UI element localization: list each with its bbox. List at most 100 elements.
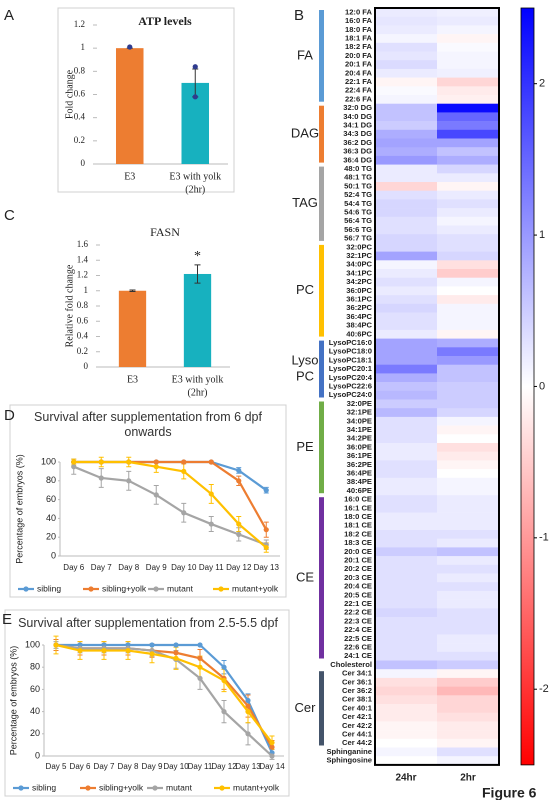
- data-point: [173, 655, 179, 661]
- heatmap-cell: [437, 669, 499, 679]
- heatmap-cell: [437, 16, 499, 26]
- heatmap-cell: [375, 651, 437, 661]
- heatmap-cell: [375, 416, 437, 426]
- row-label: LysoPC24:0: [329, 390, 372, 399]
- y-tick-label: 1.2: [77, 270, 88, 280]
- heatmap-cell: [437, 469, 499, 479]
- y-tick-label: 60: [30, 684, 40, 694]
- colorbar: [520, 7, 535, 766]
- row-label: 20:0 CE: [344, 547, 372, 556]
- chart-title-box: Survival after supplementation from 6 dp…: [34, 410, 262, 439]
- legend-label: mutant: [166, 782, 193, 792]
- row-label: Cer 40:1: [342, 703, 373, 712]
- group-bar: [319, 10, 324, 102]
- row-label: 40:6PC: [346, 329, 372, 338]
- x-tick-label: Day 11: [188, 762, 213, 771]
- heatmap-cell: [375, 704, 437, 713]
- heatmap-cell: [375, 286, 437, 296]
- heatmap-cell: [375, 95, 437, 104]
- row-label: Sphinganine: [326, 747, 372, 756]
- group-bar: [319, 497, 324, 659]
- heatmap-cell: [437, 695, 499, 705]
- legend-label: sibling+yolk: [102, 583, 147, 593]
- heatmap-cell: [375, 356, 437, 365]
- heatmap-cell: [375, 434, 437, 444]
- row-label: 36:0PE: [347, 442, 372, 451]
- heatmap-cell: [437, 86, 499, 96]
- row-label: 56:4 TG: [344, 216, 372, 225]
- y-tick-label: 100: [41, 456, 56, 466]
- legend-label: sibling: [37, 583, 61, 593]
- heatmap-cell: [375, 443, 437, 452]
- row-label: 56:7 TG: [344, 234, 372, 243]
- heatmap-cell: [437, 677, 499, 687]
- heatmap-cell: [375, 199, 437, 209]
- row-label: 32:0PC: [346, 242, 372, 251]
- heatmap-cell: [375, 608, 437, 618]
- panel-letter: A: [4, 7, 14, 24]
- y-tick-label: 1: [84, 285, 89, 295]
- heatmap-cell: [375, 521, 437, 531]
- heatmap-cell: [375, 303, 437, 313]
- row-label: 38:4PE: [347, 477, 372, 486]
- group-bar: [319, 340, 324, 398]
- group-label: Cer: [295, 700, 317, 715]
- heatmap-cell: [437, 25, 499, 35]
- heatmap-cell: [437, 712, 499, 722]
- data-point: [245, 703, 251, 709]
- row-label: 36:1PC: [346, 294, 372, 303]
- heatmap-cell: [437, 225, 499, 235]
- data-point: [269, 744, 275, 750]
- heatmap-cell: [437, 338, 499, 348]
- figure-label: Figure 6: [482, 785, 537, 800]
- y-tick-label: 1.6: [77, 239, 89, 249]
- heatmap-cell: [375, 347, 437, 357]
- heatmap-cell: [375, 721, 437, 731]
- x-tick-label: Day 9: [142, 762, 163, 771]
- row-label: 32:0PE: [347, 399, 372, 408]
- heatmap-cell: [437, 121, 499, 131]
- y-tick-label: 0.8: [77, 300, 89, 310]
- panel-letter: E: [2, 611, 12, 628]
- heatmap-cell: [375, 390, 437, 400]
- heatmap-cell: [437, 147, 499, 157]
- y-tick-label: 0: [84, 361, 89, 371]
- row-label: 36:4PE: [347, 468, 372, 477]
- legend-label: mutant+yolk: [233, 782, 280, 792]
- heatmap-cell: [375, 617, 437, 626]
- row-label: 12:0 FA: [345, 7, 373, 16]
- x-tick-label: Day 8: [118, 563, 139, 572]
- y-tick-label: 0.6: [74, 89, 86, 99]
- row-label: LysoPC20:4: [329, 373, 373, 382]
- row-label: Cer 42:1: [342, 712, 373, 721]
- y-tick-label: 40: [30, 706, 40, 716]
- row-label: Cer 36:1: [342, 677, 373, 686]
- heatmap-cell: [437, 95, 499, 104]
- data-point: [208, 521, 214, 527]
- row-label: 20:2 CE: [344, 564, 372, 573]
- row-label: 16:1 CE: [344, 503, 372, 512]
- y-tick-label: 0: [51, 550, 56, 560]
- heatmap-cell: [375, 373, 437, 383]
- row-label: 34:1 DG: [343, 120, 372, 129]
- row-label: 36:3 DG: [343, 147, 372, 156]
- heatmap-cell: [437, 364, 499, 374]
- legend-label: sibling: [32, 782, 56, 792]
- row-label: Cer 38:1: [342, 695, 373, 704]
- row-label: 20:1 FA: [345, 60, 373, 69]
- row-label: 48:0 TG: [344, 164, 372, 173]
- row-label: 16:0 FA: [345, 16, 373, 25]
- heatmap-cell: [375, 503, 437, 513]
- bar: [115, 48, 144, 164]
- row-label: 20:0 FA: [345, 51, 373, 60]
- row-label: 18:2 CE: [344, 529, 372, 538]
- row-label: Cer 42:2: [342, 721, 372, 730]
- heatmap-cell: [375, 321, 437, 331]
- x-tick-label: (2hr): [188, 387, 208, 398]
- y-axis-label: Fold change: [64, 69, 75, 119]
- heatmap-cell: [437, 138, 499, 148]
- heatmap-cell: [375, 669, 437, 679]
- row-label: Cholesterol: [330, 660, 372, 669]
- heatmap-cell: [437, 208, 499, 218]
- y-axis-label: Percentage of embryos (%): [14, 454, 24, 564]
